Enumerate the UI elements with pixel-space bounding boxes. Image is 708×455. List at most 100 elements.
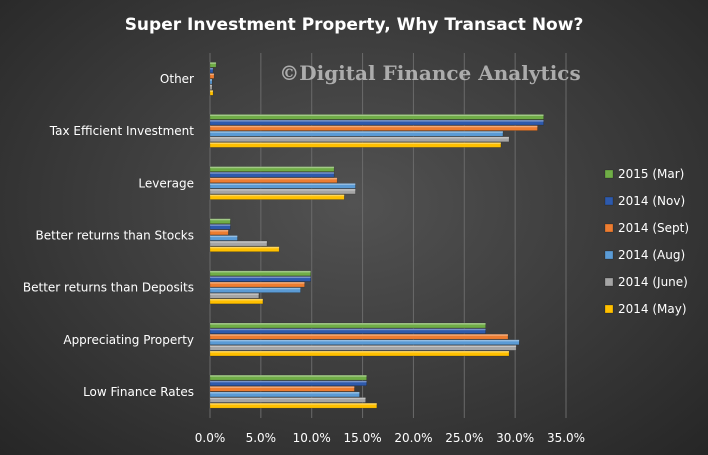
bar-highlight [210,391,360,394]
legend-label: 2014 (May) [618,302,687,316]
bar-highlight [210,172,335,174]
bar-highlight [210,90,214,92]
x-tick-label: 35.0% [547,431,585,445]
legend-label: 2014 (Aug) [618,248,685,262]
bar [209,333,509,340]
category-label: Other [160,72,194,86]
bar-highlight [210,350,510,353]
x-tick-label: 0.0% [195,431,226,445]
bar [209,183,356,189]
watermark: ©Digital Finance Analytics [279,61,581,85]
bar [209,240,268,247]
bar [209,391,360,398]
bar-highlight [210,287,301,290]
bar [209,78,213,85]
bar [209,350,510,357]
category-label: Better returns than Deposits [23,281,194,295]
bar [209,292,260,299]
bar [209,276,311,282]
bar [209,386,355,392]
bar-highlight [210,131,503,133]
bar [209,114,544,120]
category-labels: Other Tax Efficient Investment Leverage Bet… [23,72,194,399]
x-tick-label: 25.0% [445,431,483,445]
bar-highlight [210,177,338,180]
bar-highlight [210,84,213,87]
bar [209,374,367,381]
bar [209,339,520,346]
bar [209,218,231,224]
bar-highlight [210,125,538,128]
bar-highlight [210,403,377,405]
bar-highlight [210,334,509,336]
x-axis-ticks: 0.0% 5.0% 10.0% 15.0% 20.0% 25.0% 30.0% 35.0% [195,431,585,445]
legend-label: 2014 (Nov) [618,194,685,208]
bar [209,322,486,329]
bar-highlight [210,375,367,377]
bar [209,136,510,143]
category-label: Better returns than Stocks [36,229,194,243]
bar-highlight [210,136,510,139]
category-label: Tax Efficient Investment [49,124,195,138]
bar [209,166,335,172]
bar-highlight [210,188,356,191]
bar [209,130,504,137]
bar-highlight [210,380,367,383]
legend: 2015 (Mar) 2014 (Nov) 2014 (Sept) 2014 (Aug… [604,167,689,316]
bar [209,73,215,79]
category-label: Low Finance Rates [83,385,194,399]
legend-swatch [604,196,614,206]
bar [209,84,213,90]
legend-label: 2014 (June) [618,275,688,289]
grid [209,53,567,418]
x-tick-label: 10.0% [293,431,331,445]
bar [209,194,345,200]
bar-highlight [210,328,486,331]
x-tick-label: 5.0% [246,431,277,445]
bar-highlight [210,62,217,64]
bar-highlight [210,298,263,301]
bar [209,380,367,386]
bar-highlight [210,166,335,169]
bar [209,188,356,195]
bar [209,224,231,230]
bar [209,298,264,305]
bar [209,119,544,126]
legend-swatch [604,169,614,179]
bar-highlight [210,386,355,388]
bar [209,246,280,252]
bar-highlight [210,322,486,325]
bar-highlight [210,120,544,122]
bar-highlight [210,235,238,238]
bar-highlight [210,73,215,76]
bar-highlight [210,241,267,243]
bar [209,402,378,409]
legend-label: 2015 (Mar) [618,167,684,181]
bar-highlight [210,270,311,273]
bar-highlight [210,282,305,284]
bar-highlight [210,142,501,145]
chart-title: Super Investment Property, Why Transact … [125,15,584,35]
bars [209,62,544,409]
bar-highlight [210,276,311,279]
bar-highlight [210,67,214,70]
bar-highlight [210,293,259,295]
bar [209,142,502,148]
bar [209,270,311,277]
bar [209,67,214,74]
bar-highlight [210,218,231,221]
bar-highlight [210,79,213,81]
bar-highlight [210,224,231,226]
bar [209,125,538,131]
x-tick-label: 30.0% [496,431,534,445]
bar [209,235,238,241]
bar [209,287,301,293]
bar-highlight [210,194,345,197]
x-tick-label: 15.0% [344,431,382,445]
category-label: Appreciating Property [63,333,194,347]
bar-highlight [210,397,366,400]
category-label: Leverage [138,176,194,190]
bar-highlight [210,339,520,342]
